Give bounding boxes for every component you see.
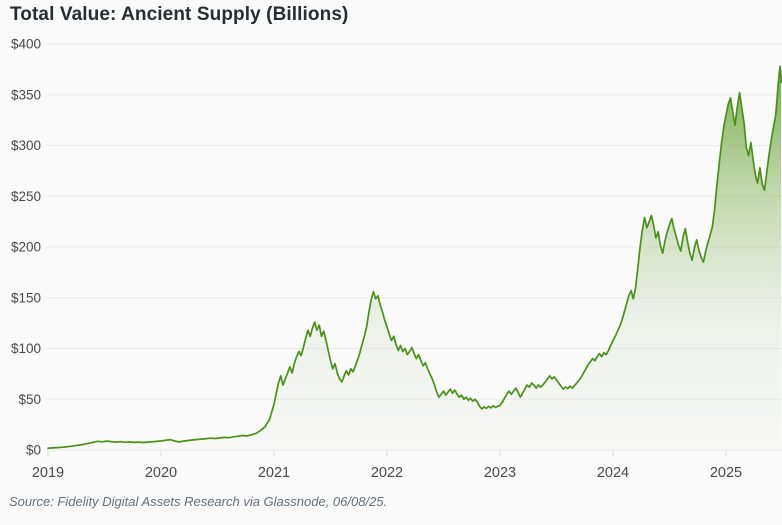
x-axis-tick-label: 2020 (145, 465, 177, 481)
y-axis-tick-label: $100 (11, 341, 41, 356)
data-line (47, 65, 782, 450)
chart-title: Total Value: Ancient Supply (Billions) (10, 4, 349, 25)
x-axis-tick-label: 2021 (258, 465, 290, 481)
y-axis-tick-label: $50 (18, 392, 41, 407)
x-axis-tick-label: 2025 (710, 465, 742, 481)
area-fill (48, 66, 781, 451)
x-axis-tick-label: 2022 (371, 465, 403, 481)
y-axis-tick-label: $350 (11, 87, 41, 102)
y-axis-tick-label: $300 (11, 138, 41, 153)
x-axis-tick-label: 2024 (597, 465, 629, 481)
x-axis-tick-label: 2023 (484, 465, 516, 481)
y-axis-tick-label: $400 (11, 37, 41, 52)
y-axis-tick-label: $0 (26, 443, 41, 458)
source-note: Source: Fidelity Digital Assets Research… (9, 494, 388, 509)
x-axis-tick-label: 2019 (32, 465, 64, 481)
y-axis-tick-label: $250 (11, 189, 41, 204)
y-axis-tick-label: $200 (11, 240, 41, 255)
y-axis-tick-label: $150 (11, 290, 41, 305)
